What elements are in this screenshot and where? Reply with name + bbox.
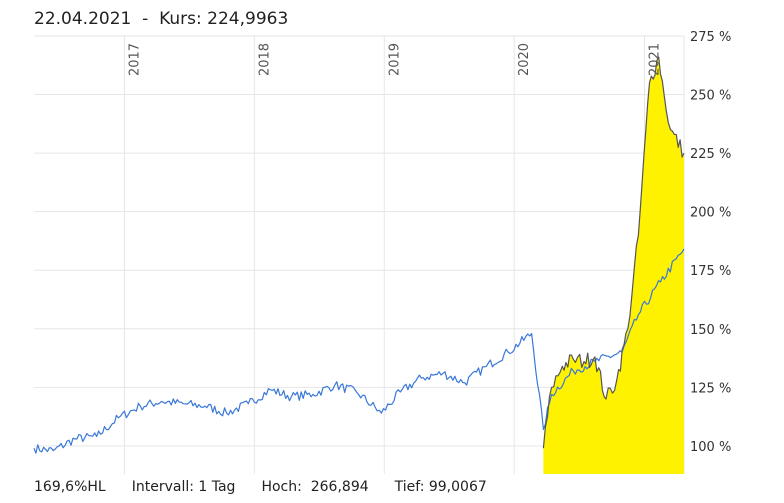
y-tick-label: 200 % xyxy=(690,206,731,221)
series-1-area xyxy=(543,57,684,474)
footer-hl: 169,6%HL xyxy=(34,479,106,495)
x-tick-labels: 2017 2018 2019 2020 2021 xyxy=(127,43,662,76)
x-tick-label: 2019 xyxy=(387,43,402,76)
header-kurs-value: 224,9963 xyxy=(207,9,289,29)
header-date: 22.04.2021 xyxy=(34,9,132,29)
series-1-line xyxy=(542,56,685,449)
series-lines xyxy=(33,56,685,454)
y-tick-label: 275 % xyxy=(690,30,731,45)
x-tick-label: 2017 xyxy=(127,43,142,76)
footer-interval: Intervall: 1 Tag xyxy=(131,479,236,495)
y-tick-label: 125 % xyxy=(690,381,731,396)
security-fill-layer xyxy=(543,57,684,474)
grid-lines xyxy=(34,35,685,474)
y-tick-label: 150 % xyxy=(690,323,731,338)
x-tick-label: 2018 xyxy=(257,43,272,76)
y-tick-label: 250 % xyxy=(690,89,731,104)
footer-tief: Tief: 99,0067 xyxy=(394,479,487,495)
x-tick-label: 2021 xyxy=(647,43,662,76)
y-tick-label: 225 % xyxy=(690,147,731,162)
footer-hoch: Hoch: 266,894 xyxy=(261,479,369,495)
y-tick-label: 100 % xyxy=(690,440,731,455)
series-0-line xyxy=(33,248,685,454)
chart-footer: 169,6%HL Intervall: 1 Tag Hoch: 266,894 Tie… xyxy=(34,479,513,495)
header-separator: - xyxy=(131,9,160,29)
y-tick-labels: 100 % 125 % 150 % 175 % 200 % 225 % 250 % 275 % xyxy=(690,30,731,455)
x-tick-label: 2020 xyxy=(517,43,532,76)
y-tick-label: 175 % xyxy=(690,264,731,279)
header-kurs-label: Kurs: xyxy=(159,9,202,29)
chart-header: 22.04.2021 - Kurs: 224,9963 xyxy=(34,9,288,29)
